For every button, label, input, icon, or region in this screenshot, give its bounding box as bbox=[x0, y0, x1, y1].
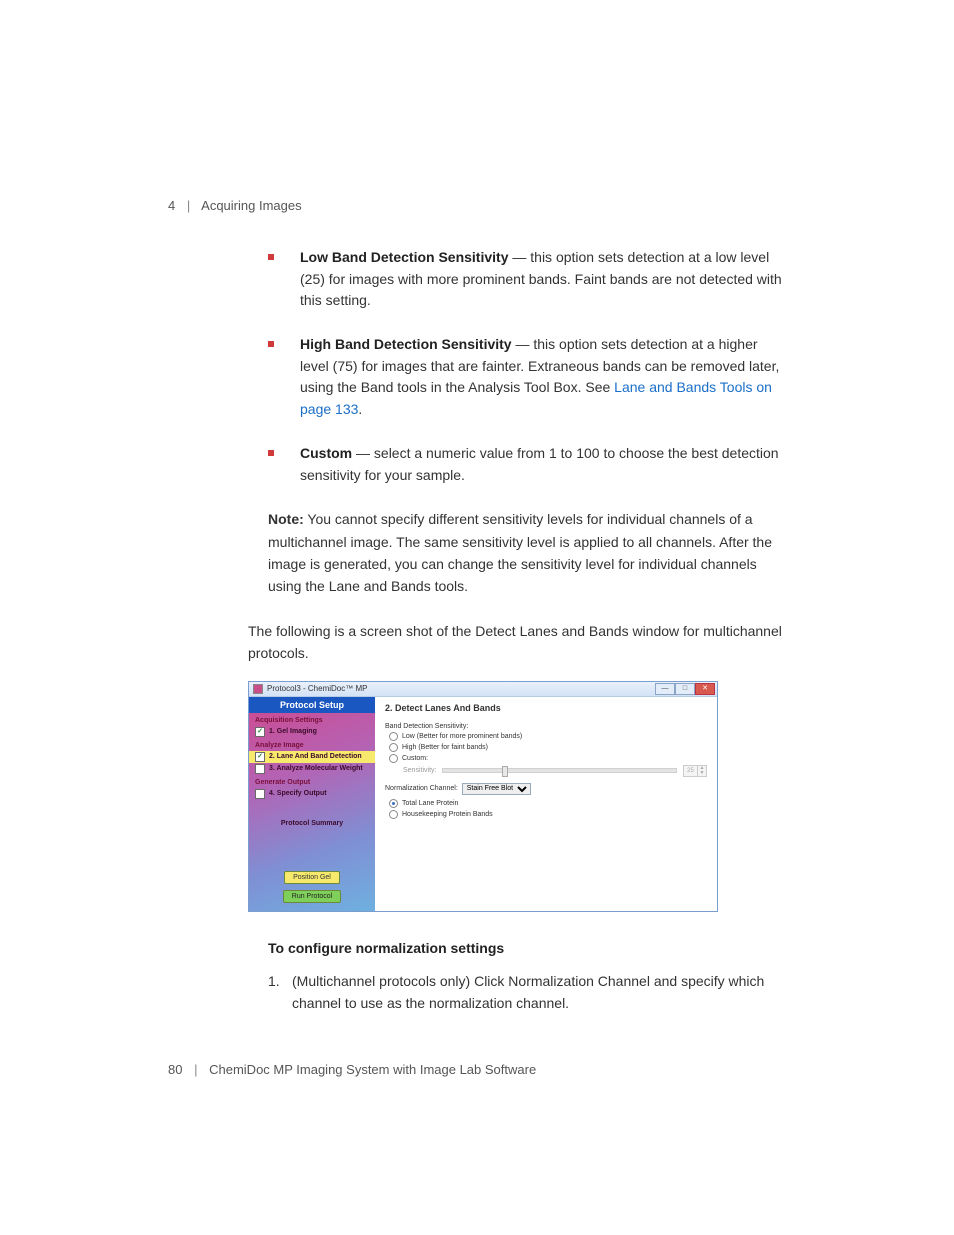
radio-housekeeping[interactable]: Housekeeping Protein Bands bbox=[389, 810, 707, 819]
checkbox-icon bbox=[255, 764, 265, 774]
run-protocol-button[interactable]: Run Protocol bbox=[283, 890, 341, 903]
bullet-text: High Band Detection Sensitivity — this o… bbox=[300, 334, 786, 421]
checkbox-icon bbox=[255, 789, 265, 799]
bullet-text: Custom — select a numeric value from 1 t… bbox=[300, 443, 786, 486]
subheading-configure-normalization: To configure normalization settings bbox=[268, 940, 786, 956]
app-icon bbox=[253, 684, 263, 694]
radio-label: Total Lane Protein bbox=[402, 800, 458, 807]
checkbox-icon: ✓ bbox=[255, 752, 265, 762]
page-header: 4 | Acquiring Images bbox=[168, 198, 786, 213]
sidebar-item-mol-weight[interactable]: 3. Analyze Molecular Weight bbox=[249, 763, 375, 775]
radio-custom[interactable]: Custom: bbox=[389, 754, 707, 763]
slider-thumb-icon[interactable] bbox=[502, 766, 508, 777]
bullet-marker-icon bbox=[268, 341, 274, 347]
bullet-title: Low Band Detection Sensitivity bbox=[300, 249, 508, 265]
spinner-arrows-icon[interactable]: ▲▼ bbox=[697, 766, 706, 776]
doc-title: ChemiDoc MP Imaging System with Image La… bbox=[209, 1062, 536, 1077]
sidebar-protocol-summary[interactable]: Protocol Summary bbox=[249, 820, 375, 827]
bullet-body: — select a numeric value from 1 to 100 t… bbox=[300, 445, 779, 483]
window-title: Protocol3 - ChemiDoc™ MP bbox=[267, 684, 367, 693]
radio-icon bbox=[389, 732, 398, 741]
normalization-channel-select[interactable]: Stain Free Blot bbox=[462, 783, 531, 795]
sensitivity-slider[interactable] bbox=[442, 768, 677, 773]
bullet-marker-icon bbox=[268, 254, 274, 260]
radio-icon bbox=[389, 754, 398, 763]
page-number: 80 bbox=[168, 1062, 182, 1077]
maximize-button[interactable]: □ bbox=[675, 683, 695, 695]
sidebar-item-label: 1. Gel Imaging bbox=[269, 728, 317, 735]
note-body: You cannot specify different sensitivity… bbox=[268, 511, 772, 594]
radio-icon bbox=[389, 810, 398, 819]
page-footer: 80 | ChemiDoc MP Imaging System with Ima… bbox=[168, 1062, 786, 1117]
radio-label: Housekeeping Protein Bands bbox=[402, 811, 493, 818]
normalization-row: Normalization Channel: Stain Free Blot bbox=[385, 783, 707, 795]
protocol-window: Protocol3 - ChemiDoc™ MP — □ ✕ Protocol … bbox=[248, 681, 718, 912]
sidebar-item-label: 2. Lane And Band Detection bbox=[269, 753, 362, 760]
detect-lanes-panel: 2. Detect Lanes And Bands Band Detection… bbox=[375, 697, 717, 911]
sidebar-item-gel-imaging[interactable]: ✓ 1. Gel Imaging bbox=[249, 726, 375, 738]
header-separator: | bbox=[187, 198, 190, 213]
bullet-marker-icon bbox=[268, 450, 274, 456]
position-gel-button[interactable]: Position Gel bbox=[284, 871, 340, 884]
radio-label: Low (Better for more prominent bands) bbox=[402, 733, 522, 740]
note-paragraph: Note: You cannot specify different sensi… bbox=[268, 508, 786, 598]
sidebar-item-label: 3. Analyze Molecular Weight bbox=[269, 765, 363, 772]
normalization-label: Normalization Channel: bbox=[385, 785, 458, 792]
radio-total-lane[interactable]: Total Lane Protein bbox=[389, 799, 707, 808]
intro-text: The following is a screen shot of the De… bbox=[248, 623, 782, 661]
step-number: 1. bbox=[268, 970, 292, 1015]
bullet-custom: Custom — select a numeric value from 1 t… bbox=[268, 443, 786, 486]
minimize-button[interactable]: — bbox=[655, 683, 675, 695]
chapter-title: Acquiring Images bbox=[201, 198, 301, 213]
radio-high[interactable]: High (Better for faint bands) bbox=[389, 743, 707, 752]
sidebar-item-lane-band[interactable]: ✓ 2. Lane And Band Detection bbox=[249, 751, 375, 763]
bullet-text: Low Band Detection Sensitivity — this op… bbox=[300, 247, 786, 312]
panel-title: 2. Detect Lanes And Bands bbox=[385, 703, 707, 713]
bullet-body-after: . bbox=[358, 401, 362, 417]
radio-label: Custom: bbox=[402, 755, 428, 762]
radio-label: High (Better for faint bands) bbox=[402, 744, 488, 751]
sidebar-section-analyze: Analyze Image bbox=[249, 738, 375, 751]
radio-low[interactable]: Low (Better for more prominent bands) bbox=[389, 732, 707, 741]
sensitivity-slider-row: Sensitivity: 25 ▲▼ bbox=[403, 765, 707, 777]
sidebar-section-output: Generate Output bbox=[249, 775, 375, 788]
sidebar-item-specify-output[interactable]: 4. Specify Output bbox=[249, 788, 375, 800]
sidebar-section-acquisition: Acquisition Settings bbox=[249, 713, 375, 726]
step-text: (Multichannel protocols only) Click Norm… bbox=[292, 970, 786, 1015]
radio-icon bbox=[389, 743, 398, 752]
protocol-sidebar: Protocol Setup Acquisition Settings ✓ 1.… bbox=[249, 697, 375, 911]
window-titlebar: Protocol3 - ChemiDoc™ MP — □ ✕ bbox=[249, 682, 717, 697]
footer-separator: | bbox=[194, 1062, 197, 1077]
intro-paragraph: The following is a screen shot of the De… bbox=[248, 620, 786, 665]
chapter-number: 4 bbox=[168, 198, 175, 213]
bullet-low-sensitivity: Low Band Detection Sensitivity — this op… bbox=[268, 247, 786, 312]
sensitivity-spinner[interactable]: 25 ▲▼ bbox=[683, 765, 707, 777]
bullet-title: High Band Detection Sensitivity bbox=[300, 336, 512, 352]
spinner-value: 25 bbox=[684, 766, 697, 776]
radio-icon bbox=[389, 799, 398, 808]
slider-label: Sensitivity: bbox=[403, 767, 436, 774]
bullet-title: Custom bbox=[300, 445, 352, 461]
note-label: Note: bbox=[268, 511, 304, 527]
close-button[interactable]: ✕ bbox=[695, 683, 715, 695]
sidebar-item-label: 4. Specify Output bbox=[269, 790, 327, 797]
bullet-high-sensitivity: High Band Detection Sensitivity — this o… bbox=[268, 334, 786, 421]
sidebar-header: Protocol Setup bbox=[249, 697, 375, 713]
sensitivity-label: Band Detection Sensitivity: bbox=[385, 723, 707, 730]
checkbox-icon: ✓ bbox=[255, 727, 265, 737]
step-1: 1. (Multichannel protocols only) Click N… bbox=[268, 970, 786, 1015]
